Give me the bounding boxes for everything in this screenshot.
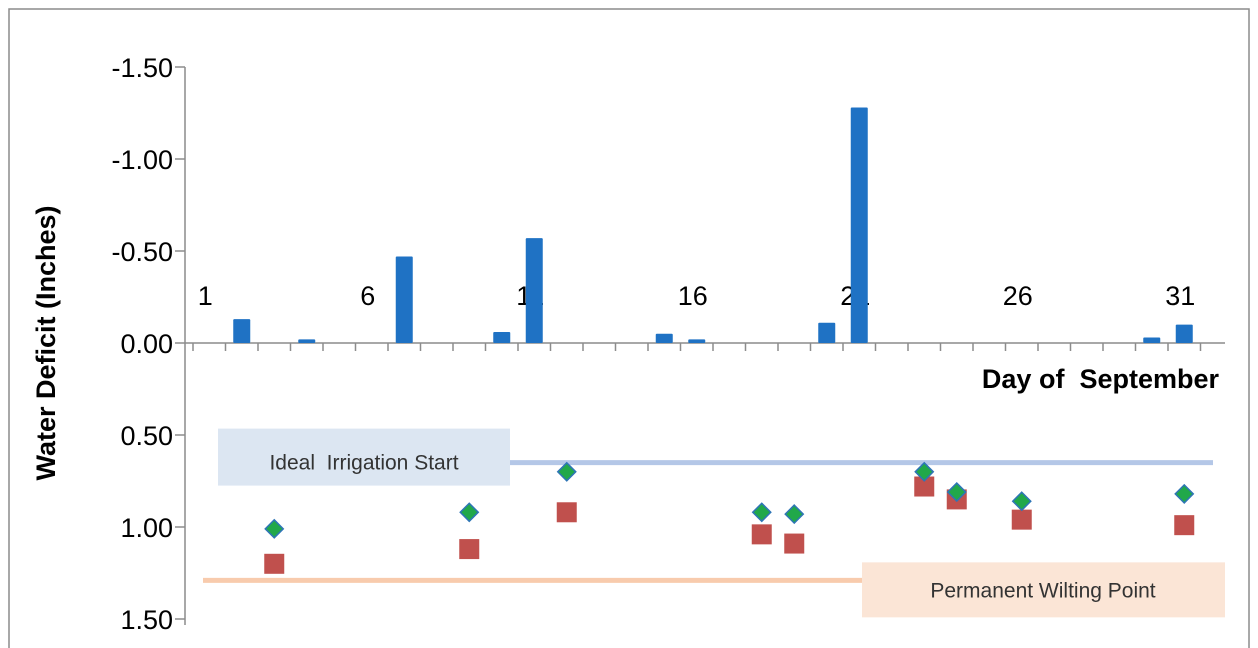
- x-axis-title: Day of September: [982, 364, 1220, 394]
- square-marker: [264, 553, 285, 574]
- x-tick-label: 6: [360, 281, 375, 311]
- diamond-series: [264, 461, 1195, 539]
- y-axis-title: Water Deficit (Inches): [31, 205, 61, 480]
- y-tick-label: 1.00: [120, 513, 173, 543]
- square-marker: [1174, 515, 1195, 536]
- square-marker: [784, 533, 805, 554]
- y-tick-label: -1.50: [111, 53, 173, 83]
- square-series: [264, 476, 1195, 574]
- deficit-bar: [298, 339, 316, 343]
- deficit-bar: [395, 256, 413, 343]
- deficit-bar: [493, 331, 511, 343]
- deficit-bar: [688, 339, 706, 343]
- reference-lines: Ideal Irrigation Start Permanent Wilting …: [203, 428, 1225, 618]
- square-marker: [751, 524, 772, 545]
- diamond-marker: [264, 518, 285, 539]
- diamond-marker: [946, 481, 967, 503]
- chart-border: [8, 8, 1250, 648]
- y-tick-label: 0.00: [120, 329, 173, 359]
- deficit-bar: [655, 333, 673, 343]
- deficit-bar: [1175, 324, 1193, 343]
- deficit-bar: [850, 107, 868, 343]
- square-marker: [1011, 509, 1032, 530]
- x-tick-label: 1: [198, 281, 213, 311]
- permanent-wilting-point-label: Permanent Wilting Point: [930, 579, 1155, 602]
- permanent-wilting-point-label-box: [862, 562, 1225, 618]
- y-ticks: -1.50 -1.00 -0.50 0.00 0.50 1.00 1.50: [111, 53, 185, 635]
- diamond-marker: [1174, 483, 1195, 504]
- diamond-marker: [1011, 491, 1032, 512]
- bar-series: [233, 107, 1193, 343]
- diamond-marker: [556, 461, 577, 482]
- y-tick-label: 0.50: [120, 421, 173, 451]
- square-marker: [459, 539, 480, 560]
- diamond-marker: [459, 502, 480, 523]
- diamond-marker: [914, 461, 935, 482]
- diamond-marker: [784, 504, 805, 525]
- deficit-bar: [525, 238, 543, 343]
- square-marker: [556, 502, 577, 523]
- ideal-irrigation-start-label: Ideal Irrigation Start: [269, 452, 458, 475]
- deficit-bar: [1143, 337, 1161, 343]
- y-tick-label: 1.50: [120, 605, 173, 635]
- y-tick-label: -0.50: [111, 237, 173, 267]
- x-tick-label: 31: [1165, 281, 1195, 311]
- y-tick-label: -1.00: [111, 145, 173, 175]
- ideal-irrigation-start-label-box: [218, 428, 510, 486]
- deficit-bar: [233, 319, 251, 343]
- deficit-bar: [818, 322, 836, 343]
- x-tick-label: 16: [678, 281, 708, 311]
- diamond-marker: [751, 502, 772, 523]
- square-marker: [914, 476, 935, 497]
- x-tick-label: 26: [1003, 281, 1033, 311]
